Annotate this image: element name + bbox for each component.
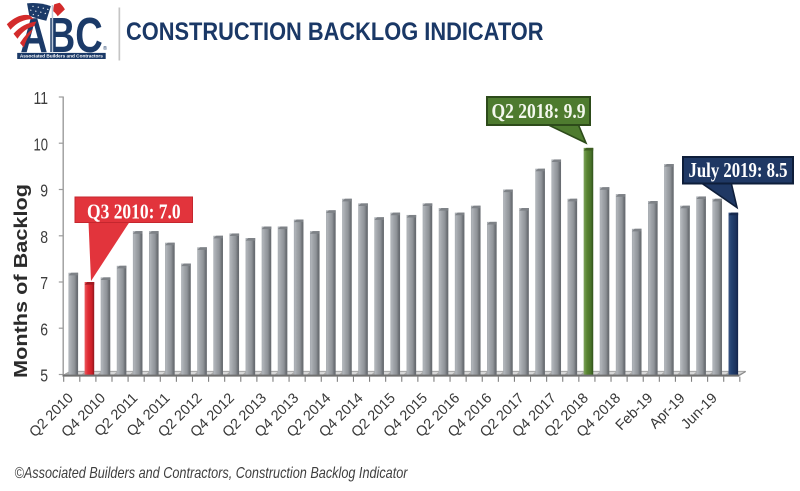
- svg-text:Associated Builders and Contra: Associated Builders and Contractors: [20, 54, 104, 59]
- svg-text:5: 5: [40, 366, 48, 386]
- svg-text:8: 8: [40, 227, 48, 247]
- svg-text:Months of Backlog: Months of Backlog: [11, 184, 31, 378]
- svg-text:7: 7: [40, 273, 48, 293]
- svg-text:Q3 2010: 7.0: Q3 2010: 7.0: [87, 199, 181, 223]
- svg-text:11: 11: [34, 88, 49, 108]
- svg-text:Q2 2018: 9.9: Q2 2018: 9.9: [492, 99, 586, 123]
- svg-text:July 2019: 8.5: July 2019: 8.5: [689, 158, 788, 182]
- svg-text:6: 6: [40, 319, 48, 339]
- svg-text:©Associated Builders and Contr: ©Associated Builders and Contractors, Co…: [15, 465, 409, 482]
- svg-text:CONSTRUCTION BACKLOG INDICATOR: CONSTRUCTION BACKLOG INDICATOR: [126, 18, 544, 46]
- svg-text:10: 10: [34, 134, 49, 154]
- svg-text:9: 9: [40, 181, 48, 201]
- svg-text:®: ®: [103, 45, 107, 52]
